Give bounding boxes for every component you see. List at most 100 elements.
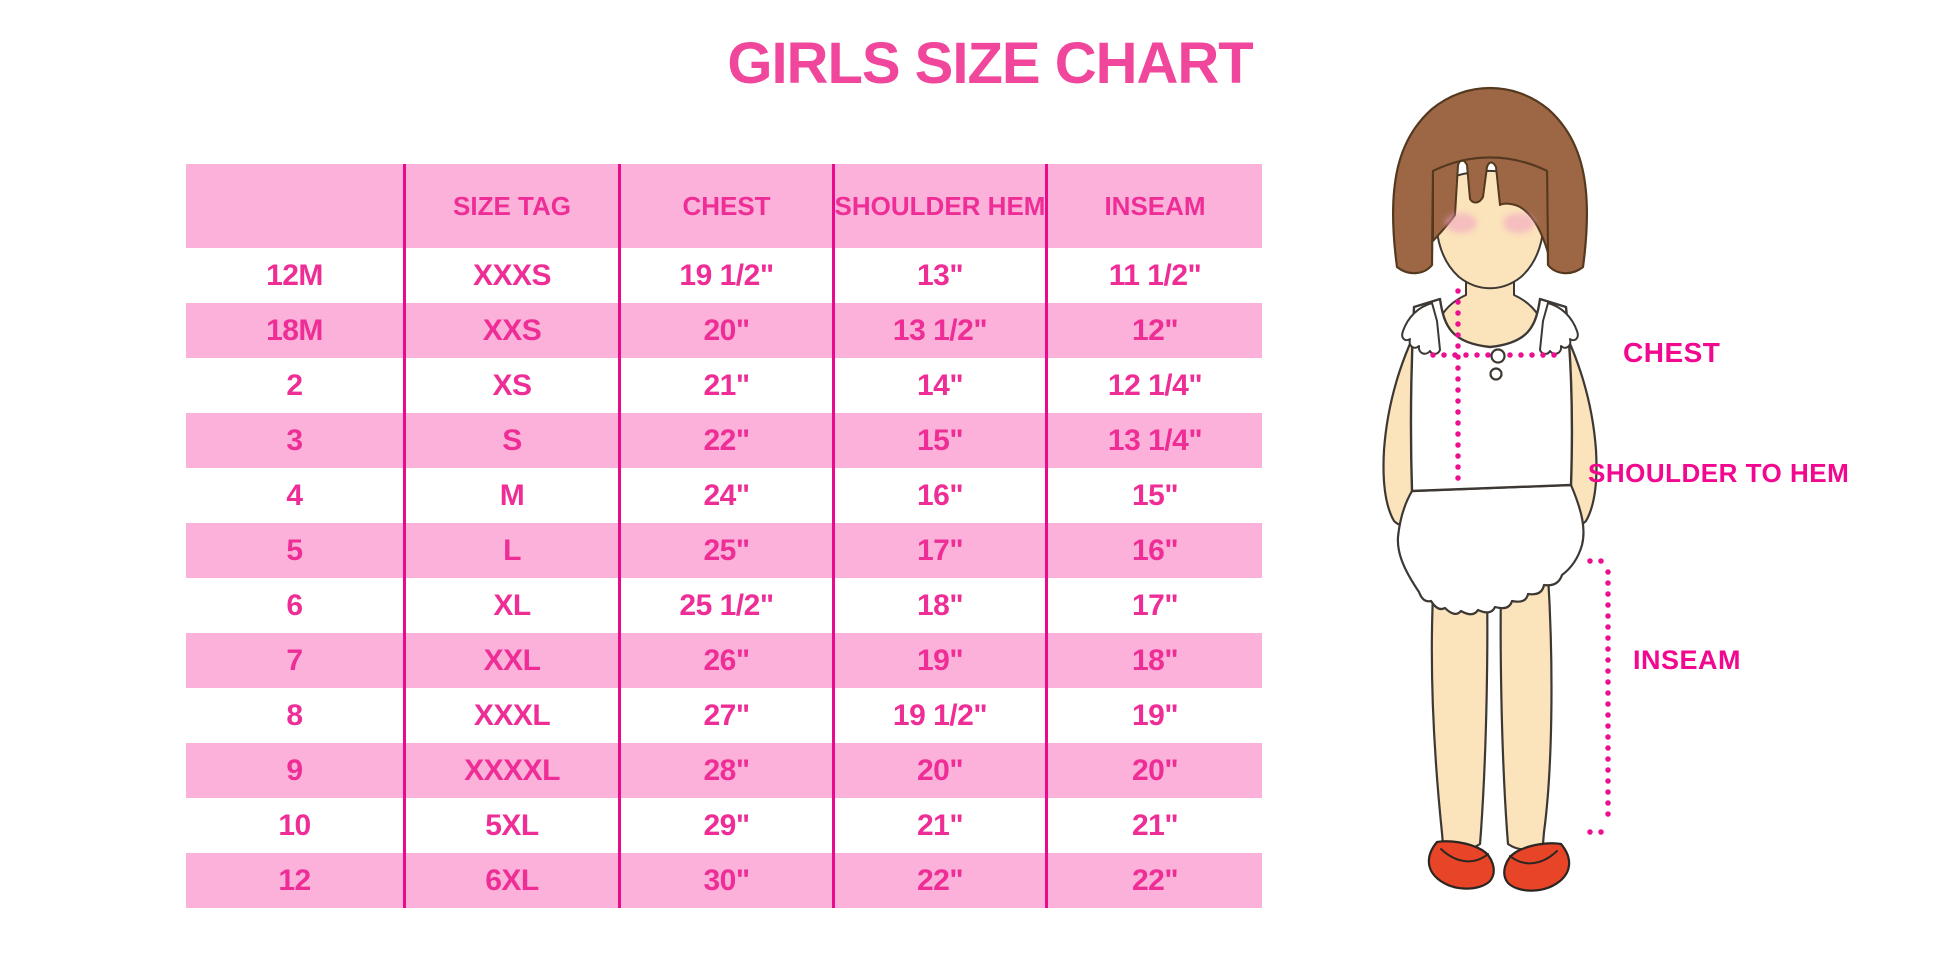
cell-shoulder-hem: 19" <box>832 633 1045 688</box>
cell-chest: 24" <box>618 468 832 523</box>
cell-inseam: 20" <box>1045 743 1262 798</box>
shoulder-to-hem-measurement-label: SHOULDER TO HEM <box>1588 458 1850 488</box>
left-shoe-strap <box>1440 848 1489 863</box>
column-header-inseam: INSEAM <box>1045 164 1262 248</box>
cell-size: 10 <box>278 808 311 842</box>
cell-size: 12 <box>278 863 311 897</box>
cell-chest: 25 1/2" <box>618 578 832 633</box>
inseam-measurement-label: INSEAM <box>1633 645 1742 675</box>
cell-size: 8 <box>286 698 303 732</box>
cell-chest: 26" <box>618 633 832 688</box>
cell-inseam: 15" <box>1045 468 1262 523</box>
peplum-shape <box>1396 483 1585 616</box>
cell-shoulder-hem: 14" <box>832 358 1045 413</box>
cell-size: 18M <box>266 313 323 347</box>
right-shoe-shape <box>1503 842 1571 892</box>
table-row: 2 XS 21" 14" 12 1/4" <box>186 358 1262 413</box>
table-row: 18M XXS 20" 13 1/2" 12" <box>186 303 1262 358</box>
cell-size: 3 <box>286 423 303 457</box>
cell-size-tag: 5XL <box>403 798 618 853</box>
cell-inseam: 21" <box>1045 798 1262 853</box>
table-row: 6 XL 25 1/2" 18" 17" <box>186 578 1262 633</box>
cell-shoulder-hem: 20" <box>832 743 1045 798</box>
cell-chest: 30" <box>618 853 832 908</box>
button-bottom <box>1489 367 1503 381</box>
cell-chest: 25" <box>618 523 832 578</box>
left-leg-shape <box>1430 573 1489 851</box>
table-row: 4 M 24" 16" 15" <box>186 468 1262 523</box>
table-row: 7 XXL 26" 19" 18" <box>186 633 1262 688</box>
cell-size: 6 <box>286 588 303 622</box>
button-top <box>1490 348 1506 364</box>
cell-inseam: 18" <box>1045 633 1262 688</box>
page-title: GIRLS SIZE CHART <box>727 31 1253 96</box>
cell-shoulder-hem: 19 1/2" <box>832 688 1045 743</box>
table-row: 5 L 25" 17" 16" <box>186 523 1262 578</box>
table-body: 12M XXXS 19 1/2" 13" 11 1/2" 18M XXS 20"… <box>186 248 1262 908</box>
cell-shoulder-hem: 13" <box>832 248 1045 303</box>
column-header-size-tag: SIZE TAG <box>403 164 618 248</box>
cell-shoulder-hem: 16" <box>832 468 1045 523</box>
cell-size: 7 <box>286 643 303 677</box>
cell-chest: 29" <box>618 798 832 853</box>
cell-size: 4 <box>286 478 303 512</box>
right-shoe-strap <box>1509 850 1558 865</box>
cell-chest: 27" <box>618 688 832 743</box>
cell-shoulder-hem: 15" <box>832 413 1045 468</box>
cell-inseam: 12" <box>1045 303 1262 358</box>
cell-shoulder-hem: 22" <box>832 853 1045 908</box>
cell-chest: 28" <box>618 743 832 798</box>
cell-shoulder-hem: 18" <box>832 578 1045 633</box>
cell-inseam: 11 1/2" <box>1045 248 1262 303</box>
cell-inseam: 19" <box>1045 688 1262 743</box>
cell-inseam: 17" <box>1045 578 1262 633</box>
cell-shoulder-hem: 21" <box>832 798 1045 853</box>
cell-size-tag: M <box>403 468 618 523</box>
cell-shoulder-hem: 17" <box>832 523 1045 578</box>
girl-illustration <box>1382 86 1615 892</box>
left-shoe-shape <box>1427 840 1495 890</box>
cell-size-tag: L <box>403 523 618 578</box>
cell-size: 2 <box>286 368 303 402</box>
cell-size-tag: XXXL <box>403 688 618 743</box>
cell-size: 12M <box>266 258 323 292</box>
cell-size: 9 <box>286 753 303 787</box>
cell-size-tag: S <box>403 413 618 468</box>
size-table: SIZE TAG CHEST SHOULDER HEM INSEAM 12M X… <box>186 164 1262 908</box>
cell-chest: 22" <box>618 413 832 468</box>
table-row: 9 XXXXL 28" 20" 20" <box>186 743 1262 798</box>
bangs-shape <box>1432 156 1549 254</box>
cell-size-tag: XL <box>403 578 618 633</box>
right-shoulder-ruffle-shape <box>1539 302 1579 355</box>
blush-right <box>1503 213 1535 233</box>
cell-size-tag: XXXS <box>403 248 618 303</box>
cell-size-tag: XXL <box>403 633 618 688</box>
cell-inseam: 22" <box>1045 853 1262 908</box>
cell-size-tag: XS <box>403 358 618 413</box>
cell-inseam: 12 1/4" <box>1045 358 1262 413</box>
blush-left <box>1445 213 1477 233</box>
table-row: 12M XXXS 19 1/2" 13" 11 1/2" <box>186 248 1262 303</box>
table-row: 3 S 22" 15" 13 1/4" <box>186 413 1262 468</box>
cell-size-tag: 6XL <box>403 853 618 908</box>
column-header-chest: CHEST <box>618 164 832 248</box>
cell-size: 5 <box>286 533 303 567</box>
right-leg-shape <box>1499 573 1553 851</box>
cell-chest: 20" <box>618 303 832 358</box>
cell-size-tag: XXXXL <box>403 743 618 798</box>
cell-size-tag: XXS <box>403 303 618 358</box>
cell-inseam: 13 1/4" <box>1045 413 1262 468</box>
cell-shoulder-hem: 13 1/2" <box>832 303 1045 358</box>
cell-chest: 19 1/2" <box>618 248 832 303</box>
column-header-shoulder-hem: SHOULDER HEM <box>832 164 1045 248</box>
table-row: 8 XXXL 27" 19 1/2" 19" <box>186 688 1262 743</box>
cell-inseam: 16" <box>1045 523 1262 578</box>
cell-chest: 21" <box>618 358 832 413</box>
chest-measurement-label: CHEST <box>1623 337 1721 368</box>
table-row: 10 5XL 29" 21" 21" <box>186 798 1262 853</box>
table-row: 12 6XL 30" 22" 22" <box>186 853 1262 908</box>
column-header-size <box>186 164 403 248</box>
table-header-row: SIZE TAG CHEST SHOULDER HEM INSEAM <box>186 164 1262 248</box>
inseam-measure-line <box>1587 558 1615 835</box>
